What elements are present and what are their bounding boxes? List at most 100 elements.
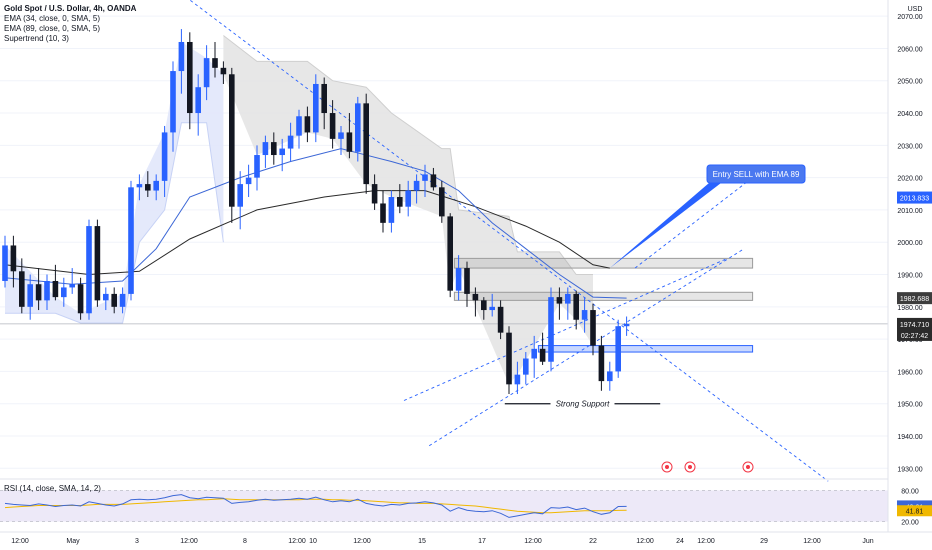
y-tick-label: 2000.00 — [897, 240, 922, 247]
y-tick-label: 1940.00 — [897, 434, 922, 441]
rsi-band — [0, 490, 888, 522]
entry-callout-box — [706, 164, 806, 184]
support-label: Strong Support — [556, 400, 611, 409]
candle-body — [237, 184, 243, 207]
entry-callout-label: Entry SELL with EMA 89 — [713, 170, 800, 179]
x-tick-label: 12:00 — [353, 538, 371, 545]
candle-body — [52, 280, 59, 298]
price-tag — [897, 328, 932, 341]
event-icon-dot — [665, 465, 669, 469]
y-tick-label: 2040.00 — [897, 111, 922, 118]
rsi-ma-tag — [897, 505, 932, 517]
x-tick-label: 3 — [135, 538, 139, 545]
y-tick-label: 2060.00 — [897, 46, 922, 53]
trendline-0 — [189, 0, 829, 482]
price-zone-1 — [453, 291, 754, 301]
candle-body — [86, 226, 92, 314]
trendline-1 — [403, 257, 728, 401]
candle-body — [279, 148, 285, 156]
candle-body — [607, 371, 613, 382]
price-zone-2 — [537, 345, 754, 353]
candle-body — [338, 132, 344, 139]
candle-body — [111, 293, 117, 307]
supertrend-up-fill — [5, 42, 224, 323]
candle-body — [287, 135, 294, 149]
candle-body — [413, 180, 420, 191]
x-tick-label: 12:00 — [697, 538, 715, 545]
candle-body — [69, 284, 75, 288]
candle-body — [296, 116, 302, 136]
trendline-3 — [634, 170, 762, 269]
x-tick-label: 8 — [243, 538, 247, 545]
rsi-ma-line — [4, 498, 627, 514]
candle-body — [430, 174, 437, 188]
candle-body — [531, 348, 537, 359]
candle-body — [2, 245, 8, 281]
y-tick-label: 2050.00 — [897, 79, 922, 86]
candle-body — [346, 132, 353, 152]
y-tick-label: 1930.00 — [897, 466, 922, 473]
candle-body — [422, 174, 428, 181]
candle-body — [304, 116, 311, 133]
candle-body — [481, 300, 487, 311]
candle-body — [447, 216, 453, 291]
y-tick-label: 1950.00 — [897, 402, 922, 409]
y-tick-label: 1990.00 — [897, 273, 922, 280]
candle-body — [145, 184, 151, 191]
currency-label: USD — [908, 6, 923, 13]
candle-body — [615, 326, 621, 372]
candle-body — [464, 268, 470, 294]
candle-body — [212, 58, 218, 68]
trendline-2 — [428, 248, 745, 447]
candle-body — [35, 284, 42, 301]
candle-body — [590, 310, 596, 346]
candle-body — [103, 293, 109, 301]
x-tick-label: 12:00 — [288, 538, 306, 545]
candle-body — [573, 293, 579, 320]
candle-body — [19, 271, 25, 307]
candle-body — [187, 41, 193, 114]
candle-body — [313, 83, 319, 133]
y-tick-label: 2070.00 — [897, 14, 922, 21]
y-tick-label: 1960.00 — [897, 369, 922, 376]
x-tick-label: 17 — [478, 538, 486, 545]
supertrend-down-line — [223, 35, 593, 275]
y-tick-label: 2030.00 — [897, 143, 922, 150]
y-tick-label: 1980.00 — [897, 305, 922, 312]
price-tag-label: 02:27:42 — [901, 333, 928, 340]
price-scale-bg — [888, 0, 932, 550]
candle-body — [44, 280, 50, 301]
candles — [2, 29, 630, 395]
candle-body — [170, 71, 176, 133]
x-tick-label: 10 — [309, 538, 317, 545]
candle-body — [380, 203, 386, 223]
candle-body — [128, 187, 134, 294]
price-tag-label: 1982.688 — [900, 296, 929, 303]
rsi-tick-label: 20.00 — [901, 520, 919, 527]
candle-body — [497, 306, 504, 333]
candle-body — [355, 103, 361, 152]
price-zone-0 — [453, 257, 754, 269]
x-tick-label: 22 — [589, 538, 597, 545]
y-tick-label: 2010.00 — [897, 208, 922, 215]
x-tick-label: 12:00 — [11, 538, 29, 545]
candle-body — [523, 358, 529, 375]
candle-body — [439, 187, 445, 217]
candle-body — [61, 287, 67, 298]
candle-body — [271, 142, 277, 156]
candle-body — [245, 177, 252, 185]
candle-body — [363, 103, 369, 185]
candle-body — [405, 190, 411, 207]
candle-body — [556, 297, 563, 304]
candle-body — [94, 226, 101, 301]
x-tick-label: 12:00 — [803, 538, 821, 545]
x-tick-label: 29 — [760, 538, 768, 545]
price-tag — [897, 292, 932, 305]
y-tick-label: 2020.00 — [897, 176, 922, 183]
candle-body — [321, 83, 327, 114]
candle-body — [455, 268, 462, 291]
symbol-title: Gold Spot / U.S. Dollar, 4h, OANDA — [4, 4, 137, 13]
event-icon-dot — [688, 465, 692, 469]
ema34-legend: EMA (34, close, 0, SMA, 5) — [4, 14, 101, 23]
